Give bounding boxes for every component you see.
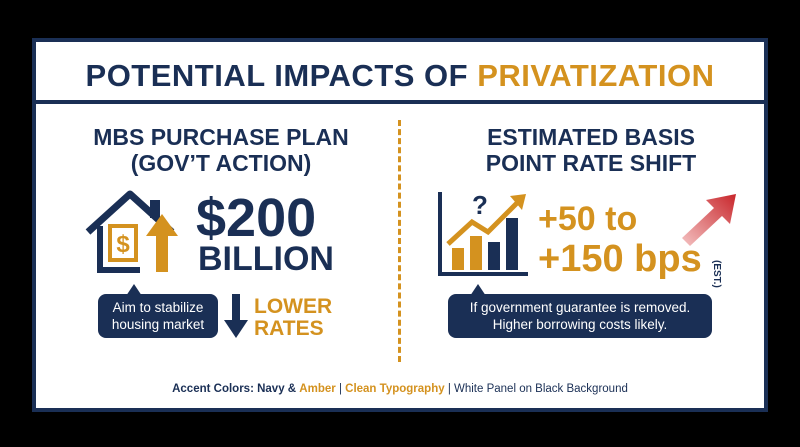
callout-line: Higher borrowing costs likely.: [492, 317, 668, 332]
footer: Accent Colors: Navy & Amber | Clean Typo…: [36, 383, 764, 395]
effect: LOWER RATES: [254, 296, 332, 340]
amount-unit: BILLION: [198, 240, 334, 278]
heading-line: ESTIMATED BASIS: [487, 124, 695, 150]
effect-line: RATES: [254, 317, 324, 340]
range-line: +50 to: [538, 200, 638, 238]
range-line: +150 bps: [538, 238, 702, 280]
callout-line: Aim to stabilize: [112, 300, 204, 315]
chart-icon: ?: [438, 190, 528, 276]
right-heading: ESTIMATED BASIS POINT RATE SHIFT: [446, 124, 736, 176]
callout-pointer: [126, 284, 142, 296]
left-heading: MBS PURCHASE PLAN (GOV’T ACTION): [76, 124, 366, 176]
title-accent: PRIVATIZATION: [477, 58, 715, 93]
footer-part: | White Panel on Black Background: [447, 383, 628, 395]
panel: POTENTIAL IMPACTS OF PRIVATIZATION MBS P…: [32, 38, 768, 412]
left-callout: Aim to stabilize housing market: [98, 294, 218, 338]
heading-line: MBS PURCHASE PLAN: [93, 124, 349, 150]
footer-part: |: [338, 383, 342, 395]
right-callout: If government guarantee is removed. High…: [448, 294, 712, 338]
footer-part: Accent Colors: Navy &: [172, 383, 297, 395]
divider: [398, 120, 401, 362]
title-text: POTENTIAL IMPACTS OF: [85, 58, 469, 93]
up-arrow: [682, 194, 736, 246]
down-arrow: [224, 294, 248, 338]
heading-line: POINT RATE SHIFT: [485, 150, 697, 176]
heading-line: (GOV’T ACTION): [130, 150, 312, 176]
footer-part: Amber: [299, 383, 336, 395]
title: POTENTIAL IMPACTS OF PRIVATIZATION: [36, 58, 764, 94]
callout-line: If government guarantee is removed.: [469, 300, 691, 315]
footer-part: Clean Typography: [345, 383, 445, 395]
effect-line: LOWER: [254, 295, 333, 318]
svg-text:?: ?: [472, 190, 488, 220]
estimate-note: (EST.): [711, 260, 722, 288]
svg-text:$: $: [116, 231, 130, 258]
title-rule: [36, 100, 764, 104]
amount: $200: [196, 188, 317, 248]
callout-pointer: [470, 284, 486, 296]
callout-line: housing market: [111, 317, 205, 332]
house-icon: $: [85, 190, 178, 273]
